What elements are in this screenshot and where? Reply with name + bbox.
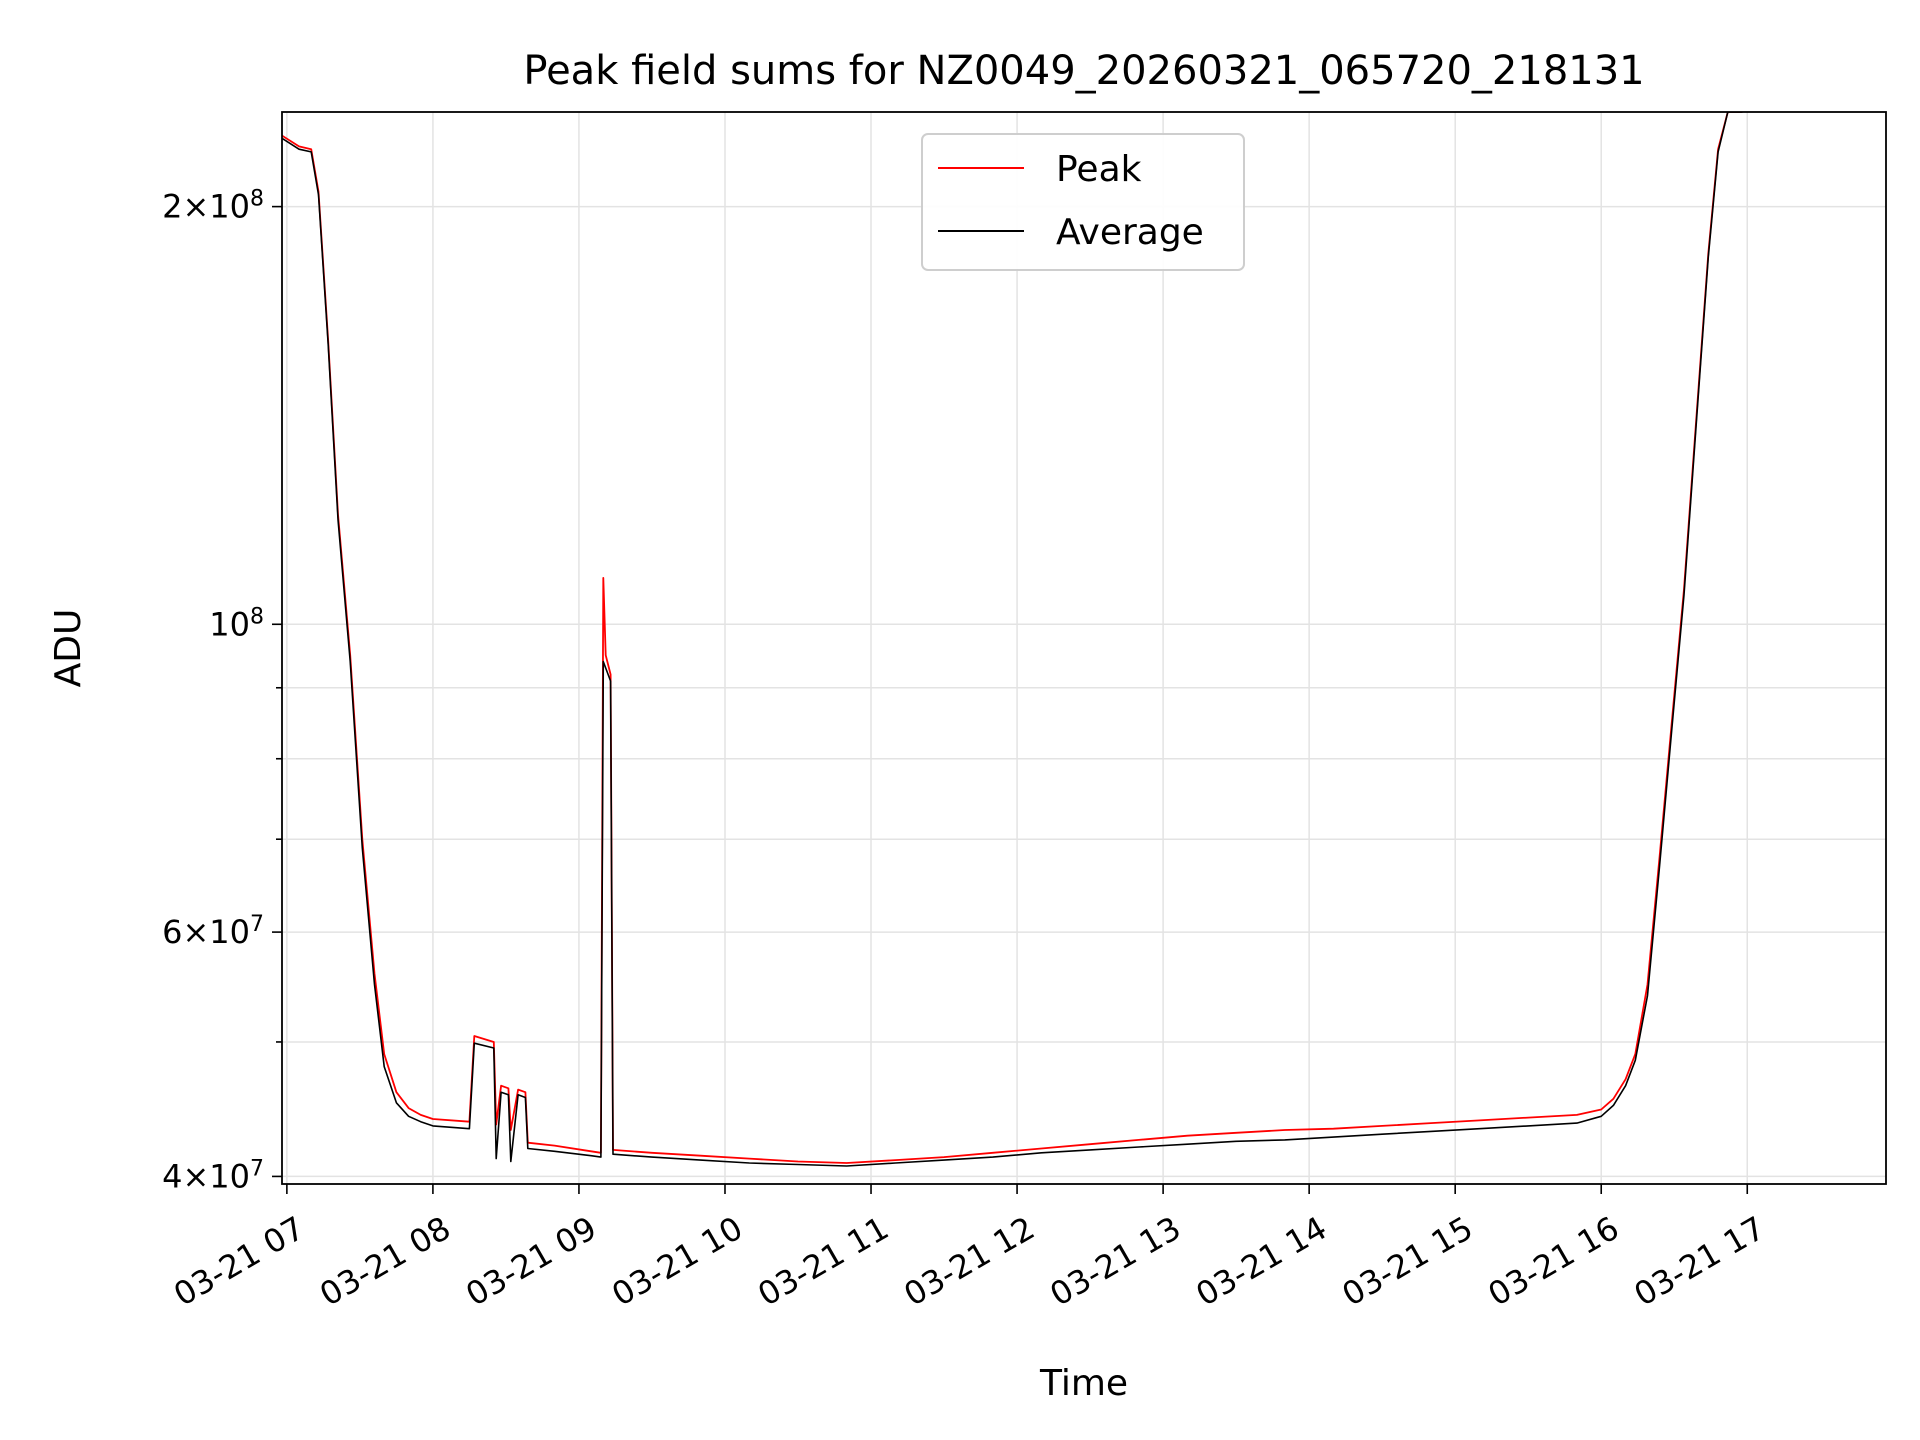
y-tick-times: ×	[182, 913, 209, 951]
y-tick-ten: 10	[209, 1157, 250, 1195]
series-layer	[282, 112, 1743, 1167]
y-tick-label: 6×107	[162, 912, 264, 952]
y-tick-ten: 10	[209, 188, 250, 226]
y-tick-label: 4×107	[162, 1156, 264, 1196]
y-tick-ten: 10	[209, 913, 250, 951]
axes-frame	[281, 111, 1887, 1185]
x-axis-label: Time	[1039, 1363, 1128, 1404]
y-tick-label: 2×108	[162, 186, 264, 226]
legend: Peak Average	[921, 133, 1245, 271]
legend-label-peak: Peak	[1056, 149, 1142, 190]
y-tick-label: 108	[209, 604, 264, 644]
y-tick-times: ×	[182, 188, 209, 226]
y-tick-exponent: 7	[250, 1156, 264, 1181]
y-tick-times: ×	[182, 1157, 209, 1195]
y-tick-exponent: 7	[250, 912, 264, 937]
y-tick-base: 6	[162, 913, 182, 951]
chart-title: Peak field sums for NZ0049_20260321_0657…	[523, 48, 1644, 94]
series-line-peak	[282, 112, 1743, 1164]
y-tick-exponent: 8	[250, 186, 264, 211]
legend-label-average: Average	[1056, 212, 1204, 253]
y-axis-label: ADU	[48, 609, 89, 688]
y-tick-base: 2	[162, 188, 182, 226]
y-tick-ten: 10	[209, 605, 250, 643]
y-tick-exponent: 8	[250, 604, 264, 629]
series-line-average	[282, 112, 1743, 1167]
y-tick-base: 4	[162, 1157, 182, 1195]
